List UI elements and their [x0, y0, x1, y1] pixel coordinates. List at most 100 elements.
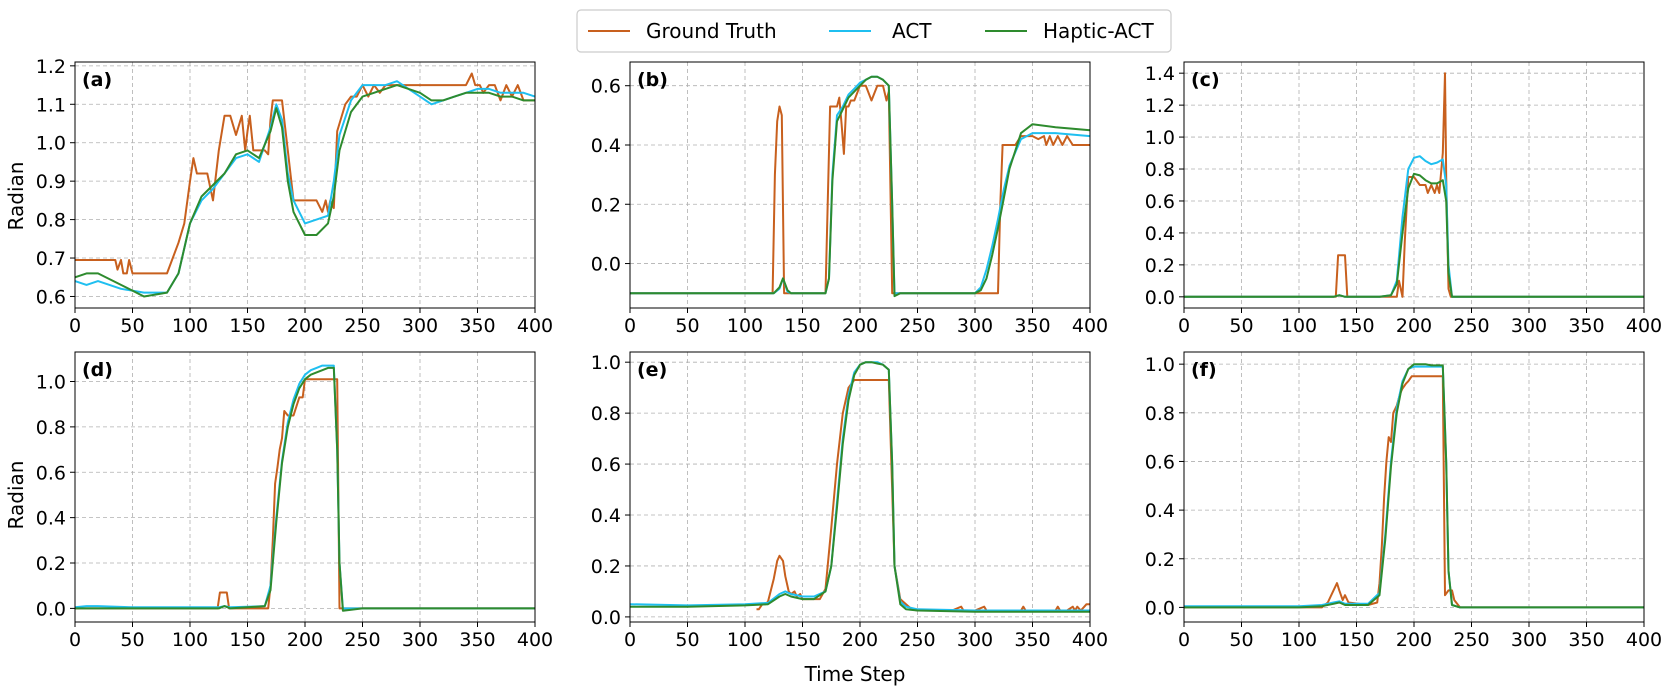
y-tick-label: 1.0 [36, 133, 66, 155]
legend-label-ground-truth: Ground Truth [646, 19, 777, 43]
x-tick-label: 400 [517, 315, 553, 337]
y-tick-label: 0.8 [36, 417, 66, 439]
y-tick-label: 0.4 [1145, 500, 1175, 522]
x-tick-label: 0 [69, 629, 81, 651]
x-tick-label: 300 [957, 315, 993, 337]
ylabel-top: Radian [4, 162, 28, 231]
x-tick-label: 250 [344, 629, 380, 651]
x-tick-label: 200 [1396, 315, 1432, 337]
panel-label: (a) [82, 69, 112, 91]
x-tick-label: 400 [1626, 629, 1661, 651]
y-tick-label: 0.4 [1145, 223, 1175, 245]
series-line-ground-truth [75, 72, 535, 275]
y-tick-label: 0.8 [591, 403, 621, 425]
y-tick-label: 0.2 [591, 194, 621, 216]
x-tick-label: 200 [1396, 629, 1432, 651]
y-tick-label: 0.0 [1145, 597, 1175, 619]
x-tick-label: 0 [1178, 315, 1190, 337]
y-tick-label: 0.0 [591, 607, 621, 629]
x-tick-label: 50 [120, 629, 144, 651]
x-tick-label: 150 [1338, 315, 1374, 337]
series-line-ground-truth [756, 379, 1090, 612]
panels: 0 50 100 150 200 250 300 350 400 0.6 0.7 0.8 0.9 1.0 1… [36, 56, 1661, 651]
x-tick-label: 50 [675, 315, 699, 337]
x-tick-label: 200 [842, 629, 878, 651]
legend: Ground Truth ACT Haptic-ACT [576, 9, 1172, 53]
y-tick-label: 0.4 [36, 508, 66, 530]
y-tick-label: 0.6 [36, 286, 66, 308]
x-tick-label: 350 [1014, 315, 1050, 337]
x-tick-label: 400 [517, 629, 553, 651]
x-tick-label: 150 [1338, 629, 1374, 651]
ylabel-bottom: Radian [4, 461, 28, 530]
y-tick-label: 0.0 [1145, 287, 1175, 309]
y-tick-label: 0.8 [1145, 159, 1175, 181]
series-line-haptic-act [630, 75, 1091, 298]
x-tick-label: 150 [784, 629, 820, 651]
y-tick-label: 0.4 [591, 135, 621, 157]
x-tick-label: 250 [344, 315, 380, 337]
x-tick-label: 400 [1072, 315, 1108, 337]
x-tick-label: 350 [459, 315, 495, 337]
x-tick-label: 50 [1229, 629, 1253, 651]
y-tick-label: 0.0 [36, 598, 66, 620]
y-tick-label: 0.2 [36, 553, 66, 575]
x-tick-label: 50 [1229, 315, 1253, 337]
x-tick-label: 400 [1626, 315, 1661, 337]
x-tick-label: 200 [842, 315, 878, 337]
x-tick-label: 300 [402, 629, 438, 651]
legend-label-haptic-act: Haptic-ACT [1043, 19, 1154, 43]
y-tick-label: 1.0 [1145, 354, 1175, 376]
panel-b: 0 50 100 150 200 250 300 350 400 0.0 0.2 0.4 0.6 (b) [591, 61, 1108, 337]
panel-label: (c) [1191, 69, 1220, 91]
x-tick-label: 100 [727, 629, 763, 651]
y-tick-label: 0.6 [36, 462, 66, 484]
x-tick-label: 300 [1511, 629, 1547, 651]
x-tick-label: 350 [459, 629, 495, 651]
y-tick-label: 0.0 [591, 254, 621, 276]
y-tick-label: 0.6 [1145, 451, 1175, 473]
x-tick-label: 200 [287, 629, 323, 651]
x-tick-label: 100 [1281, 315, 1317, 337]
series-line-haptic-act [630, 361, 1090, 613]
panel-f: 0 50 100 150 200 250 300 350 400 0.0 0.2 0.4 0.6 0.8 1… [1145, 351, 1661, 651]
y-tick-label: 0.6 [591, 76, 621, 98]
panel-label: (d) [82, 359, 113, 381]
x-tick-label: 100 [727, 315, 763, 337]
x-tick-label: 300 [1511, 315, 1547, 337]
y-tick-label: 1.0 [36, 371, 66, 393]
x-tick-label: 350 [1014, 629, 1050, 651]
x-tick-label: 0 [624, 315, 636, 337]
x-tick-label: 200 [287, 315, 323, 337]
series-line-haptic-act [74, 84, 535, 298]
x-tick-label: 250 [1453, 629, 1489, 651]
x-tick-label: 300 [957, 629, 993, 651]
series-line-haptic-act [75, 366, 535, 612]
y-tick-label: 0.4 [591, 505, 621, 527]
y-tick-label: 0.2 [591, 556, 621, 578]
y-tick-label: 1.1 [36, 94, 66, 116]
x-tick-label: 300 [402, 315, 438, 337]
x-tick-label: 0 [69, 315, 81, 337]
x-tick-label: 250 [899, 315, 935, 337]
y-tick-label: 1.0 [1145, 127, 1175, 149]
x-tick-label: 150 [229, 629, 265, 651]
x-tick-label: 150 [229, 315, 265, 337]
y-tick-label: 0.9 [36, 171, 66, 193]
panel-a: 0 50 100 150 200 250 300 350 400 0.6 0.7 0.8 0.9 1.0 1… [36, 56, 553, 337]
y-tick-label: 0.7 [36, 248, 66, 270]
legend-label-act: ACT [892, 19, 932, 43]
xlabel: Time Step [804, 662, 906, 686]
y-tick-label: 1.2 [1145, 95, 1175, 117]
panel-e: 0 50 100 150 200 250 300 350 400 0.0 0.2 0.4 0.6 0.8 1… [591, 351, 1108, 651]
y-tick-label: 0.2 [1145, 255, 1175, 277]
x-tick-label: 0 [624, 629, 636, 651]
panel-c: 0 50 100 150 200 250 300 350 400 0.0 0.2 0.4 0.6 0.8 1… [1145, 61, 1661, 337]
legend-box [576, 9, 1172, 53]
x-tick-label: 50 [675, 629, 699, 651]
panel-label: (f) [1191, 359, 1217, 381]
x-tick-label: 100 [172, 629, 208, 651]
x-tick-label: 50 [120, 315, 144, 337]
